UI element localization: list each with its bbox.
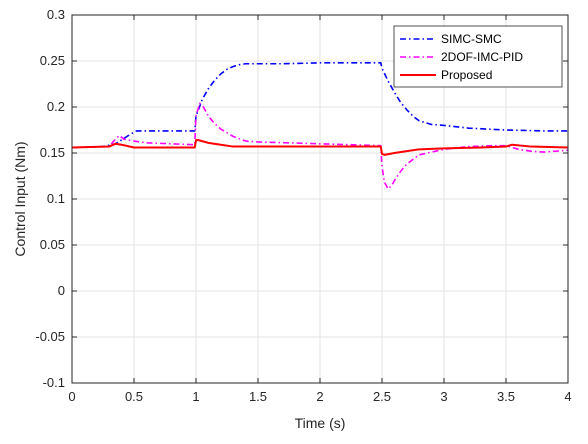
x-tick-label: 3.5 (497, 389, 515, 404)
x-tick-label: 2.5 (373, 389, 391, 404)
y-tick-label: 0.3 (47, 7, 65, 22)
x-axis-label: Time (s) (295, 415, 346, 431)
x-tick-label: 2 (316, 389, 323, 404)
x-tick-label: 3 (440, 389, 447, 404)
series-line-simc-smc (71, 62, 568, 149)
legend-label-2dof-imc-pid: 2DOF-IMC-PID (441, 50, 523, 64)
y-tick-label: -0.05 (35, 329, 65, 344)
ticks (71, 14, 569, 384)
y-tick-label: 0.15 (40, 145, 65, 160)
x-tick-label: 1 (192, 389, 199, 404)
y-axis-label: Control Input (Nm) (12, 141, 28, 256)
x-tick-label: 0.5 (125, 389, 143, 404)
y-tick-label: 0.05 (40, 237, 65, 252)
series-line-2dof-imc-pid (71, 102, 569, 190)
y-tick-label: 0.2 (47, 99, 65, 114)
x-tick-label: 4 (564, 389, 571, 404)
y-tick-label: -0.1 (43, 375, 65, 390)
y-tick-label: 0.1 (47, 191, 65, 206)
legend-label-proposed: Proposed (441, 68, 492, 82)
legend-box (393, 25, 563, 88)
x-tick-label: 1.5 (249, 389, 267, 404)
series-layer (71, 62, 569, 190)
series-line-proposed (71, 139, 569, 156)
legend: SIMC-SMC 2DOF-IMC-PID Proposed (393, 25, 563, 88)
tick-labels: 0 0.5 1 1.5 2 2.5 3 3.5 4 -0.1 -0.05 0 0.05 0.1 0.15 0.… (35, 7, 571, 404)
y-tick-label: 0.25 (40, 53, 65, 68)
legend-label-simc-smc: SIMC-SMC (441, 32, 502, 46)
y-tick-label: 0 (58, 283, 65, 298)
x-tick-label: 0 (68, 389, 75, 404)
